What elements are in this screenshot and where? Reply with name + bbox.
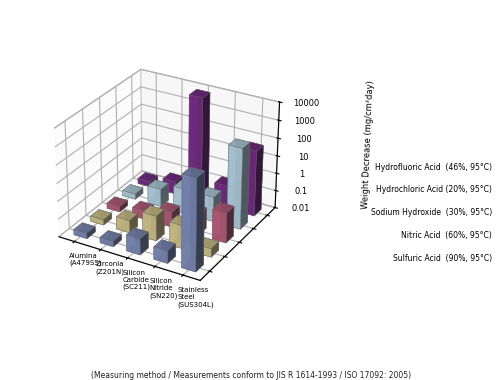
- Text: Nitric Acid  (60%, 95°C): Nitric Acid (60%, 95°C): [400, 231, 491, 240]
- Text: Sodium Hydroxide  (30%, 95°C): Sodium Hydroxide (30%, 95°C): [370, 208, 491, 217]
- Text: Sulfuric Acid  (90%, 95°C): Sulfuric Acid (90%, 95°C): [392, 254, 491, 263]
- Text: Hydrochloric Acid (20%, 95°C): Hydrochloric Acid (20%, 95°C): [375, 185, 491, 195]
- Text: (Measuring method / Measurements conform to JIS R 1614-1993 / ISO 17092: 2005): (Measuring method / Measurements conform…: [91, 371, 410, 380]
- Text: Hydrofluoric Acid  (46%, 95°C): Hydrofluoric Acid (46%, 95°C): [374, 163, 491, 172]
